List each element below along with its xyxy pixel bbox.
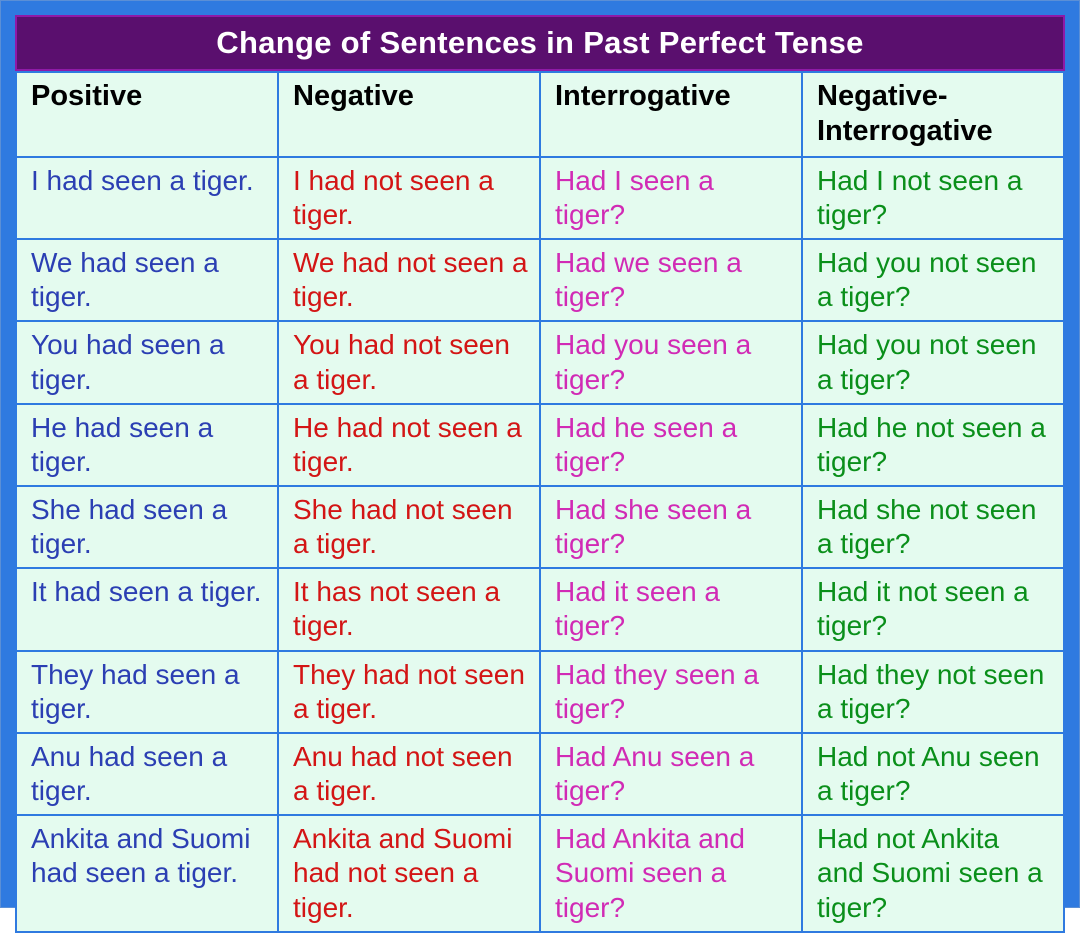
tense-table: Positive Negative Interrogative Negative… [15,71,1065,933]
cell-interrogative: Had I seen a tiger? [540,157,802,239]
cell-negative: He had not seen a tiger. [278,404,540,486]
table-body: I had seen a tiger. I had not seen a tig… [16,157,1064,932]
cell-neg-interrogative: Had not Ankita and Suomi seen a tiger? [802,815,1064,931]
cell-interrogative: Had they seen a tiger? [540,651,802,733]
cell-neg-interrogative: Had she not seen a tiger? [802,486,1064,568]
cell-negative: It has not seen a tiger. [278,568,540,650]
cell-interrogative: Had he seen a tiger? [540,404,802,486]
cell-positive: I had seen a tiger. [16,157,278,239]
card-inner: Change of Sentences in Past Perfect Tens… [15,15,1065,893]
cell-positive: They had seen a tiger. [16,651,278,733]
table-row: He had seen a tiger. He had not seen a t… [16,404,1064,486]
cell-interrogative: Had it seen a tiger? [540,568,802,650]
cell-negative: I had not seen a tiger. [278,157,540,239]
cell-negative: You had not seen a tiger. [278,321,540,403]
cell-negative: She had not seen a tiger. [278,486,540,568]
cell-neg-interrogative: Had you not seen a tiger? [802,239,1064,321]
cell-positive: He had seen a tiger. [16,404,278,486]
cell-negative: We had not seen a tiger. [278,239,540,321]
table-row: I had seen a tiger. I had not seen a tig… [16,157,1064,239]
cell-positive: Anu had seen a tiger. [16,733,278,815]
col-header-interrogative: Interrogative [540,72,802,157]
cell-interrogative: Had we seen a tiger? [540,239,802,321]
cell-positive: Ankita and Suomi had seen a tiger. [16,815,278,931]
card-outer: Change of Sentences in Past Perfect Tens… [0,0,1080,908]
cell-positive: We had seen a tiger. [16,239,278,321]
cell-interrogative: Had she seen a tiger? [540,486,802,568]
cell-negative: Anu had not seen a tiger. [278,733,540,815]
table-row: We had seen a tiger. We had not seen a t… [16,239,1064,321]
col-header-positive: Positive [16,72,278,157]
col-header-negative: Negative [278,72,540,157]
cell-interrogative: Had Ankita and Suomi seen a tiger? [540,815,802,931]
cell-interrogative: Had you seen a tiger? [540,321,802,403]
table-header-row: Positive Negative Interrogative Negative… [16,72,1064,157]
cell-negative: They had not seen a tiger. [278,651,540,733]
col-header-neg-interrogative: Negative-Interrogative [802,72,1064,157]
cell-positive: You had seen a tiger. [16,321,278,403]
table-header: Positive Negative Interrogative Negative… [16,72,1064,157]
cell-interrogative: Had Anu seen a tiger? [540,733,802,815]
title-bar: Change of Sentences in Past Perfect Tens… [15,15,1065,71]
cell-neg-interrogative: Had he not seen a tiger? [802,404,1064,486]
cell-negative: Ankita and Suomi had not seen a tiger. [278,815,540,931]
cell-positive: She had seen a tiger. [16,486,278,568]
cell-neg-interrogative: Had not Anu seen a tiger? [802,733,1064,815]
table-row: Ankita and Suomi had seen a tiger. Ankit… [16,815,1064,931]
cell-neg-interrogative: Had I not seen a tiger? [802,157,1064,239]
cell-neg-interrogative: Had it not seen a tiger? [802,568,1064,650]
cell-neg-interrogative: Had you not seen a tiger? [802,321,1064,403]
cell-positive: It had seen a tiger. [16,568,278,650]
table-row: You had seen a tiger. You had not seen a… [16,321,1064,403]
table-row: She had seen a tiger. She had not seen a… [16,486,1064,568]
cell-neg-interrogative: Had they not seen a tiger? [802,651,1064,733]
table-row: Anu had seen a tiger. Anu had not seen a… [16,733,1064,815]
table-row: They had seen a tiger. They had not seen… [16,651,1064,733]
table-row: It had seen a tiger. It has not seen a t… [16,568,1064,650]
